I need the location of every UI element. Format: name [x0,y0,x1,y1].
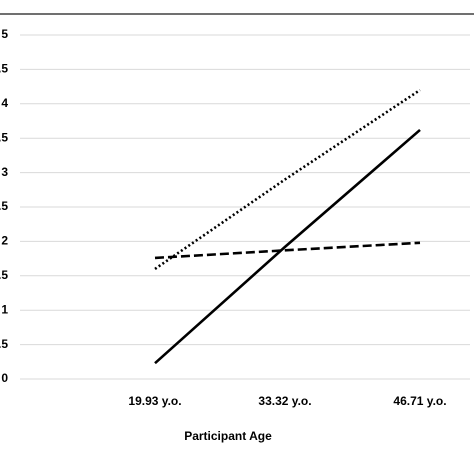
series-line [154,241,421,260]
y-tick-label: 1.5 [0,268,8,282]
x-tick-label: 33.32 y.o. [258,394,311,408]
series-line [154,128,421,365]
y-tick-label: 5 [1,27,8,41]
y-tick-label: 2 [1,234,8,248]
x-tick-label: 46.71 y.o. [393,394,446,408]
x-axis-title: Participant Age [184,429,272,443]
series-line [154,88,421,270]
y-tick-label: 0 [1,371,8,385]
y-tick-label: 3 [1,165,8,179]
y-tick-label: 4 [1,96,8,110]
y-tick-label: 3.5 [0,130,8,144]
x-tick-label: 19.93 y.o. [128,394,181,408]
y-tick-label: 4.5 [0,62,8,76]
y-tick-label: 0.5 [0,337,8,351]
y-tick-label: 1 [1,302,8,316]
y-tick-label: 2.5 [0,199,8,213]
